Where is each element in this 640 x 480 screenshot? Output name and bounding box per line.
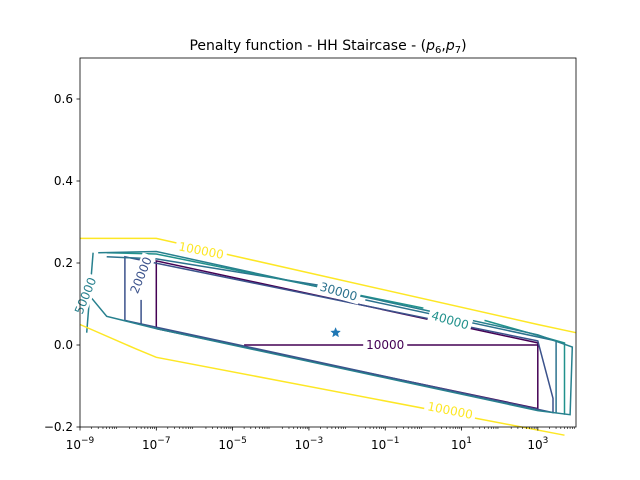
optimum-marker-layer (330, 327, 341, 338)
x-tick-label-0: 10−9 (66, 436, 95, 452)
x-tick-label-3: 10−3 (295, 436, 324, 452)
contour-label-bg (315, 278, 362, 305)
y-tick-label-4: 0.6 (54, 92, 73, 106)
x-tick-label-5: 101 (451, 436, 472, 452)
contour-lines (79, 237, 577, 436)
x-tick-label-4: 10−1 (371, 436, 400, 452)
plot-area (80, 58, 576, 427)
plot-background (80, 58, 576, 427)
contour-label-bg (363, 338, 408, 352)
y-tick-label-3: 0.4 (54, 174, 73, 188)
contour-label-bg (174, 238, 228, 263)
y-tick-label-1: 0.0 (54, 338, 73, 352)
optimum-star-marker (330, 327, 341, 338)
contour-label-text: 10000 (366, 338, 404, 352)
contour-label-bg (423, 398, 477, 423)
contour-100000-segment-1 (79, 323, 565, 436)
plot-frame (79, 57, 577, 428)
chart-title: Penalty function - HH Staircase - (p6,p7… (189, 38, 466, 56)
axes: 10−9 10−7 10−5 10−3 10−1 101 103 −0.2 0.0 0.2 0.4 0… (44, 57, 577, 452)
contour-50000-segment-0 (89, 250, 574, 416)
x-tick-label-1: 10−7 (142, 436, 171, 452)
contour-100000-segment-0 (80, 237, 577, 334)
x-tick-label-6: 103 (527, 436, 548, 452)
y-tick-label-2: 0.2 (54, 256, 73, 270)
x-tick-label-2: 10−5 (218, 436, 247, 452)
contour-label-bg (126, 252, 156, 299)
contour-label-10000-0: 10000 (363, 338, 408, 352)
contour-40000-segment-1 (484, 319, 566, 415)
y-tick-label-0: −0.2 (44, 420, 73, 434)
contour-20000-segment-1 (124, 255, 554, 414)
contour-label-bg (70, 272, 101, 319)
contour-label-bg (427, 307, 474, 334)
